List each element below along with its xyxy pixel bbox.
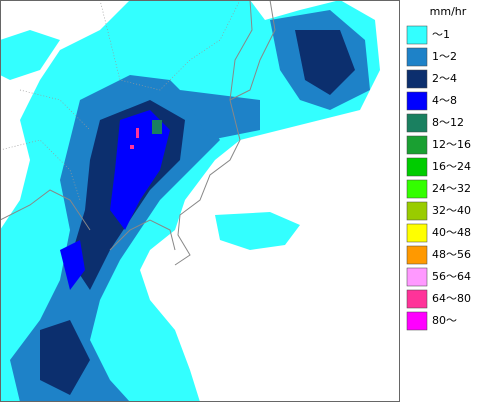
- legend-swatch: [406, 267, 428, 287]
- legend-swatch: [406, 289, 428, 309]
- legend-swatch: [406, 223, 428, 243]
- legend-label: 4～8: [432, 94, 457, 107]
- legend-swatch: [406, 47, 428, 67]
- legend-label: 2～4: [432, 72, 457, 85]
- legend-label: 12～16: [432, 138, 471, 151]
- legend-label: 56～64: [432, 270, 471, 283]
- legend-label: 8～12: [432, 116, 464, 129]
- legend-swatch: [406, 311, 428, 331]
- rain-very-intense: [130, 120, 162, 149]
- legend-unit: mm/hr: [430, 5, 467, 18]
- legend: ～1 1～2 2～4 4～8 8～12 12～16 16～24 24～32 32～40 40～48…: [406, 25, 471, 331]
- legend-swatch: [406, 69, 428, 89]
- legend-swatch: [406, 201, 428, 221]
- legend-swatch: [406, 245, 428, 265]
- prefecture-border: [0, 0, 241, 201]
- legend-swatch: [406, 135, 428, 155]
- legend-swatch: [406, 179, 428, 199]
- rain-intense: [60, 110, 170, 290]
- legend-label: 64～80: [432, 292, 471, 305]
- legend-swatch: [406, 157, 428, 177]
- legend-swatch: [406, 91, 428, 111]
- legend-label: 40～48: [432, 226, 471, 239]
- legend-label: 32～40: [432, 204, 471, 217]
- legend-label: 80～: [432, 314, 457, 327]
- legend-label: ～1: [432, 28, 450, 41]
- legend-label: 1～2: [432, 50, 457, 63]
- coastline: [0, 0, 276, 266]
- legend-label: 16～24: [432, 160, 471, 173]
- legend-label: 24～32: [432, 182, 471, 195]
- legend-swatch: [406, 25, 428, 45]
- legend-label: 48～56: [432, 248, 471, 261]
- legend-swatch: [406, 113, 428, 133]
